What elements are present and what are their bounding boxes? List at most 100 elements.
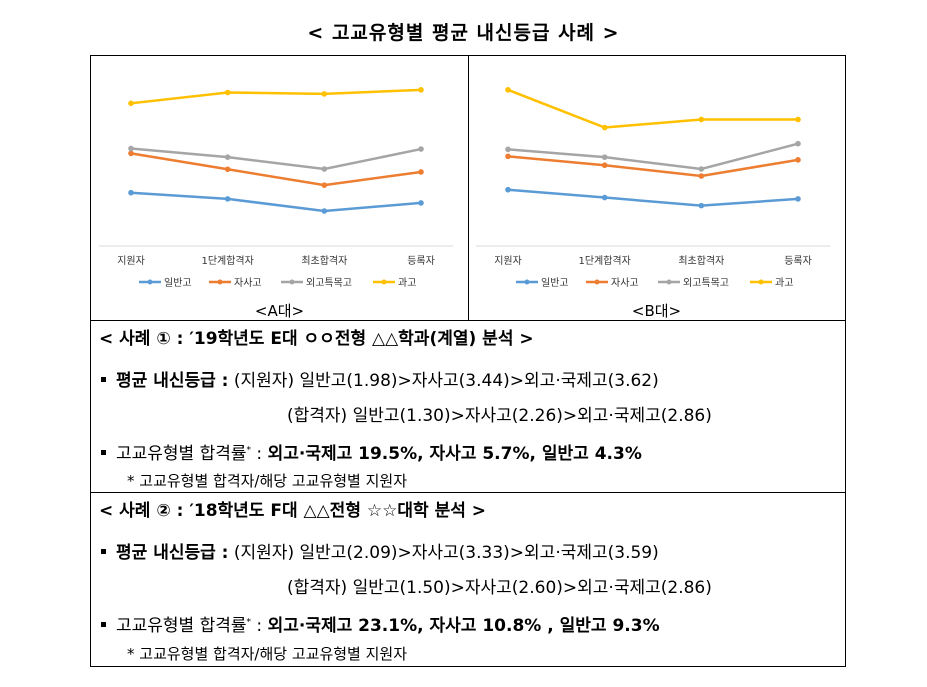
series-line-일반고	[507, 188, 799, 207]
data-point	[321, 182, 328, 188]
legend-marker	[524, 279, 530, 285]
legend-label: 외고특목고	[306, 277, 352, 289]
legend-marker	[217, 279, 223, 285]
legend-marker	[147, 279, 153, 285]
x-tick-label: 등록자	[407, 255, 435, 267]
data-point	[601, 194, 608, 201]
data-point	[795, 157, 801, 163]
data-point	[418, 169, 424, 175]
x-tick-label: 지원자	[117, 255, 145, 267]
bullet	[101, 548, 106, 554]
data-point	[224, 196, 231, 202]
legend-label: 자사고	[611, 277, 639, 289]
case-1-rate: 고교유형별 합격률* : 외고·국제고 19.5%, 자사고 5.7%, 일반고…	[101, 439, 642, 464]
data-point	[321, 166, 328, 172]
case-2-heading: < 사례 ② : ′18학년도 F대 △△전형 ☆☆대학 분석 >	[99, 501, 487, 521]
legend-marker	[381, 279, 387, 285]
data-point	[128, 150, 134, 157]
bullet	[101, 449, 106, 455]
data-point	[601, 162, 608, 169]
data-point	[601, 124, 608, 131]
legend-label: 자사고	[234, 277, 262, 289]
case-2-rate-values: 외고·국제고 23.1%, 자사고 10.8% , 일반고 9.3%	[267, 616, 660, 636]
case-2-avg-applicants: 평균 내신등급 : (지원자) 일반고(2.09)>자사고(3.33)>외고·국…	[101, 538, 659, 563]
case-1-rate-mark: *	[246, 445, 252, 456]
data-point	[698, 166, 705, 172]
data-point	[698, 173, 705, 179]
data-point	[795, 140, 801, 147]
series-line-자사고	[507, 155, 799, 178]
data-point	[601, 154, 608, 160]
data-point	[505, 87, 511, 93]
case-2-avg-applicants-text: (지원자) 일반고(2.09)>자사고(3.33)>외고·국제고(3.59)	[233, 543, 659, 563]
data-point	[698, 116, 705, 123]
legend-marker	[289, 279, 295, 285]
bullet	[101, 621, 106, 627]
case-1-avg-applicants-text: (지원자) 일반고(1.98)>자사고(3.44)>외고·국제고(3.62)	[233, 371, 659, 391]
data-point	[505, 146, 511, 153]
data-point	[418, 146, 424, 152]
legend-marker	[594, 279, 600, 285]
x-tick-label: 지원자	[494, 255, 522, 267]
case-2-rate-colon: :	[251, 616, 263, 636]
legend-marker	[666, 279, 672, 285]
series-line-과고	[130, 88, 422, 105]
case-1-rate-label: 고교유형별 합격률	[116, 444, 247, 464]
data-point	[505, 153, 511, 160]
x-tick-label: 등록자	[784, 255, 812, 267]
series-line-외고특목고	[507, 142, 799, 171]
case-1-avg-label: 평균 내신등급 :	[116, 371, 229, 391]
case-1-footnote: * 고교유형별 합격자/해당 고교유형별 지원자	[127, 472, 408, 490]
x-tick-label: 1단계합격자	[201, 254, 253, 267]
data-point	[224, 154, 231, 160]
series-line-일반고	[130, 191, 422, 213]
data-point	[321, 208, 328, 214]
data-point	[418, 87, 424, 93]
series-line-자사고	[130, 152, 422, 187]
x-tick-label: 최초합격자	[301, 254, 347, 267]
case-1-rate-values: 외고·국제고 19.5%, 자사고 5.7%, 일반고 4.3%	[267, 444, 642, 464]
case-2-rate: 고교유형별 합격률* : 외고·국제고 23.1%, 자사고 10.8% , 일…	[101, 611, 660, 636]
series-line-외고특목고	[130, 147, 422, 171]
series-line-과고	[507, 88, 798, 129]
data-point	[224, 166, 231, 173]
legend-marker	[758, 279, 764, 285]
data-point	[128, 189, 134, 196]
data-point	[321, 91, 328, 97]
x-tick-label: 최초합격자	[678, 254, 724, 267]
data-point	[128, 100, 134, 107]
legend-label: 일반고	[164, 277, 192, 289]
legend-label: 과고	[775, 277, 793, 289]
data-point	[795, 196, 801, 202]
x-tick-label: 1단계합격자	[578, 254, 630, 267]
case-2-footnote: * 고교유형별 합격자/해당 고교유형별 지원자	[127, 645, 408, 663]
bullet	[101, 376, 106, 382]
chart-b-caption: <B대>	[631, 302, 682, 320]
legend-label: 일반고	[541, 277, 569, 289]
case-1-rate-colon: :	[251, 444, 263, 464]
case-1-avg-admitted: (합격자) 일반고(1.30)>자사고(2.26)>외고·국제고(2.86)	[287, 406, 712, 426]
case-2-avg-admitted: (합격자) 일반고(1.50)>자사고(2.60)>외고·국제고(2.86)	[287, 578, 712, 598]
case-2-section: < 사례 ② : ′18학년도 F대 △△전형 ☆☆대학 분석 > 평균 내신등…	[90, 492, 846, 667]
chart-a-caption: <A대>	[254, 302, 305, 320]
data-point	[418, 200, 424, 206]
case-1-avg-applicants: 평균 내신등급 : (지원자) 일반고(1.98)>자사고(3.44)>외고·국…	[101, 366, 659, 391]
legend-label: 외고특목고	[683, 277, 729, 289]
data-point	[128, 145, 134, 152]
page-title: < 고교유형별 평균 내신등급 사례 >	[307, 22, 620, 44]
case-2-rate-mark: *	[246, 617, 252, 628]
legend-label: 과고	[398, 277, 416, 289]
case-1-section: < 사례 ① : ′19학년도 E대 ㅇㅇ전형 △△학과(계열) 분석 > 평균…	[90, 320, 846, 492]
case-1-heading: < 사례 ① : ′19학년도 E대 ㅇㅇ전형 △△학과(계열) 분석 >	[99, 329, 534, 349]
case-2-rate-label: 고교유형별 합격률	[116, 616, 247, 636]
data-point	[224, 89, 231, 96]
case-2-avg-label: 평균 내신등급 :	[116, 543, 229, 563]
data-point	[698, 202, 705, 209]
data-point	[795, 116, 801, 123]
data-point	[505, 186, 511, 193]
